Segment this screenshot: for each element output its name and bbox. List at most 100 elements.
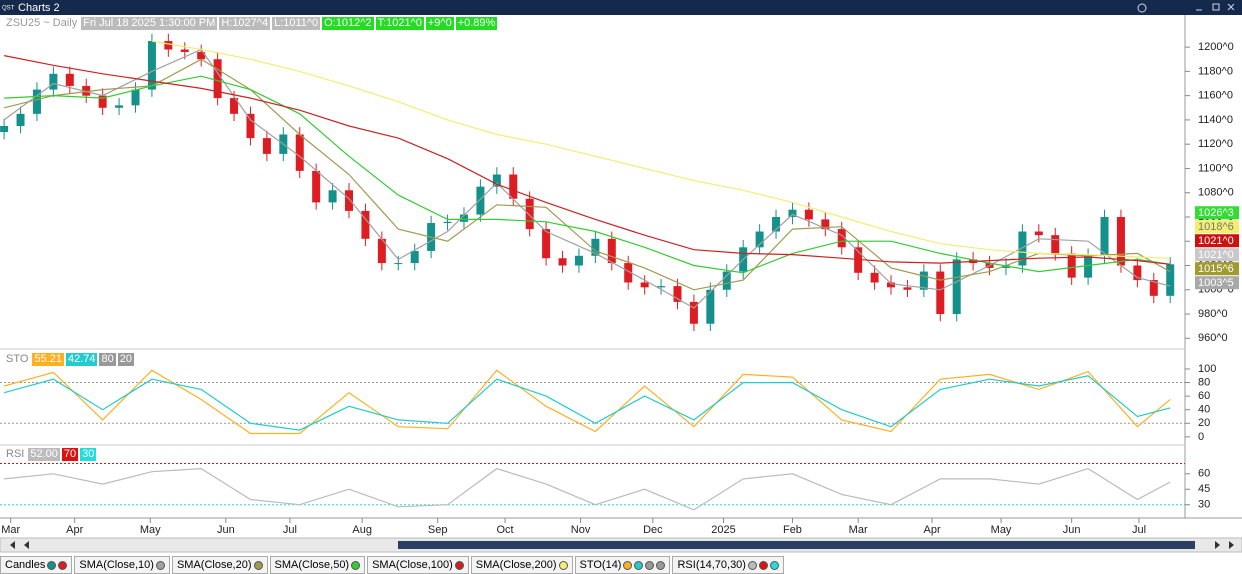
candle-body [1051,235,1060,254]
datetime: Fri Jul 18 2025 1:30:00 PM [81,17,218,30]
candle-body [591,238,600,256]
candle-body [262,138,271,154]
indicator-tab[interactable]: SMA(Close,50) [269,556,366,574]
tab-color-dot [634,560,644,570]
y-tick-label: 40 [1198,404,1210,416]
series-line [151,40,1171,259]
candle-body [558,258,567,266]
title-bar [0,0,1242,15]
tab-color-dot [645,560,655,570]
restore-button[interactable] [1212,3,1220,11]
scroll-right[interactable] [1215,541,1234,549]
candle-body [887,282,896,288]
change-percent: +0.89% [455,17,498,30]
y-tick-label: 20 [1198,417,1210,429]
price-marker [1195,248,1239,262]
window-controls[interactable] [1137,3,1235,13]
high: H:1027^4 [219,17,271,30]
candle-body [410,250,419,264]
candle-body [16,113,25,126]
candle-body [345,190,354,211]
candle-body [164,41,173,50]
candle-body [459,214,468,222]
y-tick-label: 1200^0 [1198,41,1234,53]
candle-body [722,271,731,290]
tab-label: STO(14) [579,559,622,571]
series-line [3,375,1171,431]
candle-body [361,210,370,239]
x-tick-label: May [140,524,161,536]
candle-body [1133,265,1142,281]
indicator-tab[interactable]: Candles [0,556,73,574]
candle-body [574,255,583,266]
candle-body [1149,280,1158,296]
y-tick-label: 45 [1198,483,1210,495]
y-tick-label: 1100^0 [1198,162,1233,174]
close-button[interactable] [1227,3,1235,11]
indicator-value: 55.21 [32,353,64,366]
indicator-tab[interactable]: SMA(Close,100) [367,556,469,574]
candle-body [837,229,846,248]
y-tick-label: 960^0 [1198,332,1228,344]
candle-body [0,125,9,133]
x-tick-label: Jun [1063,524,1081,536]
candle-body [230,98,239,114]
indicator-tab[interactable]: RSI(14,70,30) [672,556,784,574]
indicator-tab[interactable]: STO(14) [574,556,671,574]
tab-color-dot [656,560,666,570]
tab-color-dot [747,560,757,570]
scrollbar-thumb[interactable] [398,541,1195,549]
tab-color-dot [454,560,464,570]
candle-body [246,113,255,139]
indicator-level: 20 [117,353,134,366]
price-marker-label: 1026^3 [1198,207,1234,219]
x-tick-label: Apr [66,524,83,536]
indicator-value: 52.00 [28,448,60,461]
series-line [3,58,1171,291]
tab-label: SMA(Close,50) [274,559,350,571]
series-line [3,369,1171,435]
candle-body [394,263,403,265]
candle-body [542,229,551,259]
x-tick-label: Jul [283,524,297,536]
candle-body [328,190,337,203]
y-tick-label: 60 [1198,390,1210,402]
candle-body [492,174,501,187]
series-line [4,75,1171,274]
candle-body [131,89,140,106]
tab-color-dot [623,560,633,570]
tab-label: RSI(14,70,30) [677,559,746,571]
x-tick-label: Feb [783,524,802,536]
indicator-label: RSI [6,448,25,460]
candle-body [82,85,91,96]
indicator-header: RSI 52.00 70 30 [4,448,97,461]
candle-body [180,49,189,52]
tab-color-dot [769,560,779,570]
price-marker-label: 1021^0 [1198,249,1234,261]
indicator-tab[interactable]: SMA(Close,20) [171,556,268,574]
tab-color-dot [58,560,68,570]
indicator-level: 80 [99,353,116,366]
candle-body [1116,216,1125,266]
tab-label: SMA(Close,200) [475,559,557,571]
scroll-left[interactable] [10,541,29,549]
tab-color-dot [253,560,263,570]
candle-body [706,289,715,324]
candle-body [870,272,879,283]
series-line [4,467,1171,511]
indicator-tabs: Candles SMA(Close,10) SMA(Close,20) SMA(Clo… [0,556,784,574]
candle-body [1018,231,1027,266]
indicator-label: STO [6,353,29,365]
x-tick-label: Oct [496,524,513,536]
tab-label: SMA(Close,100) [372,559,453,571]
x-tick-label: Jun [217,524,235,536]
price-marker [1195,206,1239,220]
settings-icon[interactable] [1137,3,1147,13]
candle-body [1166,264,1175,296]
candle-body [689,301,698,324]
indicator-tab[interactable]: SMA(Close,10) [74,556,170,574]
indicator-tab[interactable]: SMA(Close,200) [470,556,573,574]
tab-color-dot [155,560,165,570]
candle-body [295,134,304,171]
